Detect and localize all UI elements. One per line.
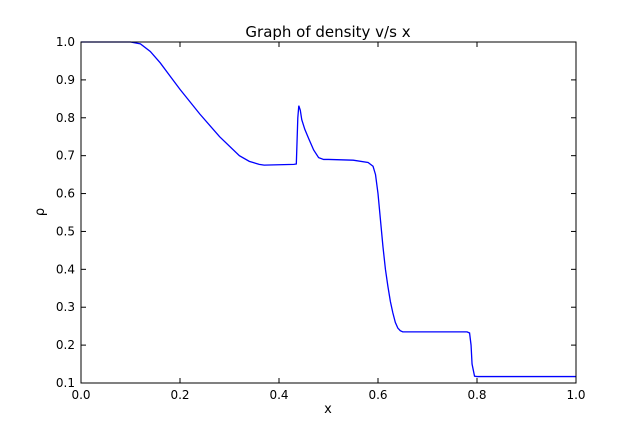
tick-group: 0.0 0.2 0.4 0.6 0.8 1.0 0.1 0.2 0.3 0.4 0.5 0.6 0.7 0… <box>56 35 586 402</box>
density-series-line <box>81 41 576 378</box>
y-tick-label: 0.3 <box>56 300 75 314</box>
y-tick-label: 0.5 <box>56 224 75 238</box>
y-tick-label: 0.1 <box>56 376 75 390</box>
x-tick-label: 0.6 <box>368 388 387 402</box>
chart-title: Graph of density v/s x <box>245 23 410 41</box>
x-tick-label: 1.0 <box>566 388 585 402</box>
x-axis-label: x <box>324 402 332 417</box>
y-tick-label: 0.9 <box>56 73 75 87</box>
y-tick-label: 0.8 <box>56 111 75 125</box>
y-tick-label: 0.4 <box>56 262 75 276</box>
y-tick-label: 1.0 <box>56 35 75 49</box>
x-tick-label: 0.8 <box>467 388 486 402</box>
x-tick-label: 0.0 <box>71 388 90 402</box>
y-tick-label: 0.7 <box>56 149 75 163</box>
plot-frame <box>80 41 577 384</box>
x-tick-label: 0.4 <box>269 388 288 402</box>
y-tick-label: 0.2 <box>56 338 75 352</box>
y-axis-label: ρ <box>33 208 48 216</box>
x-tick-label: 0.2 <box>170 388 189 402</box>
y-tick-label: 0.6 <box>56 187 75 201</box>
